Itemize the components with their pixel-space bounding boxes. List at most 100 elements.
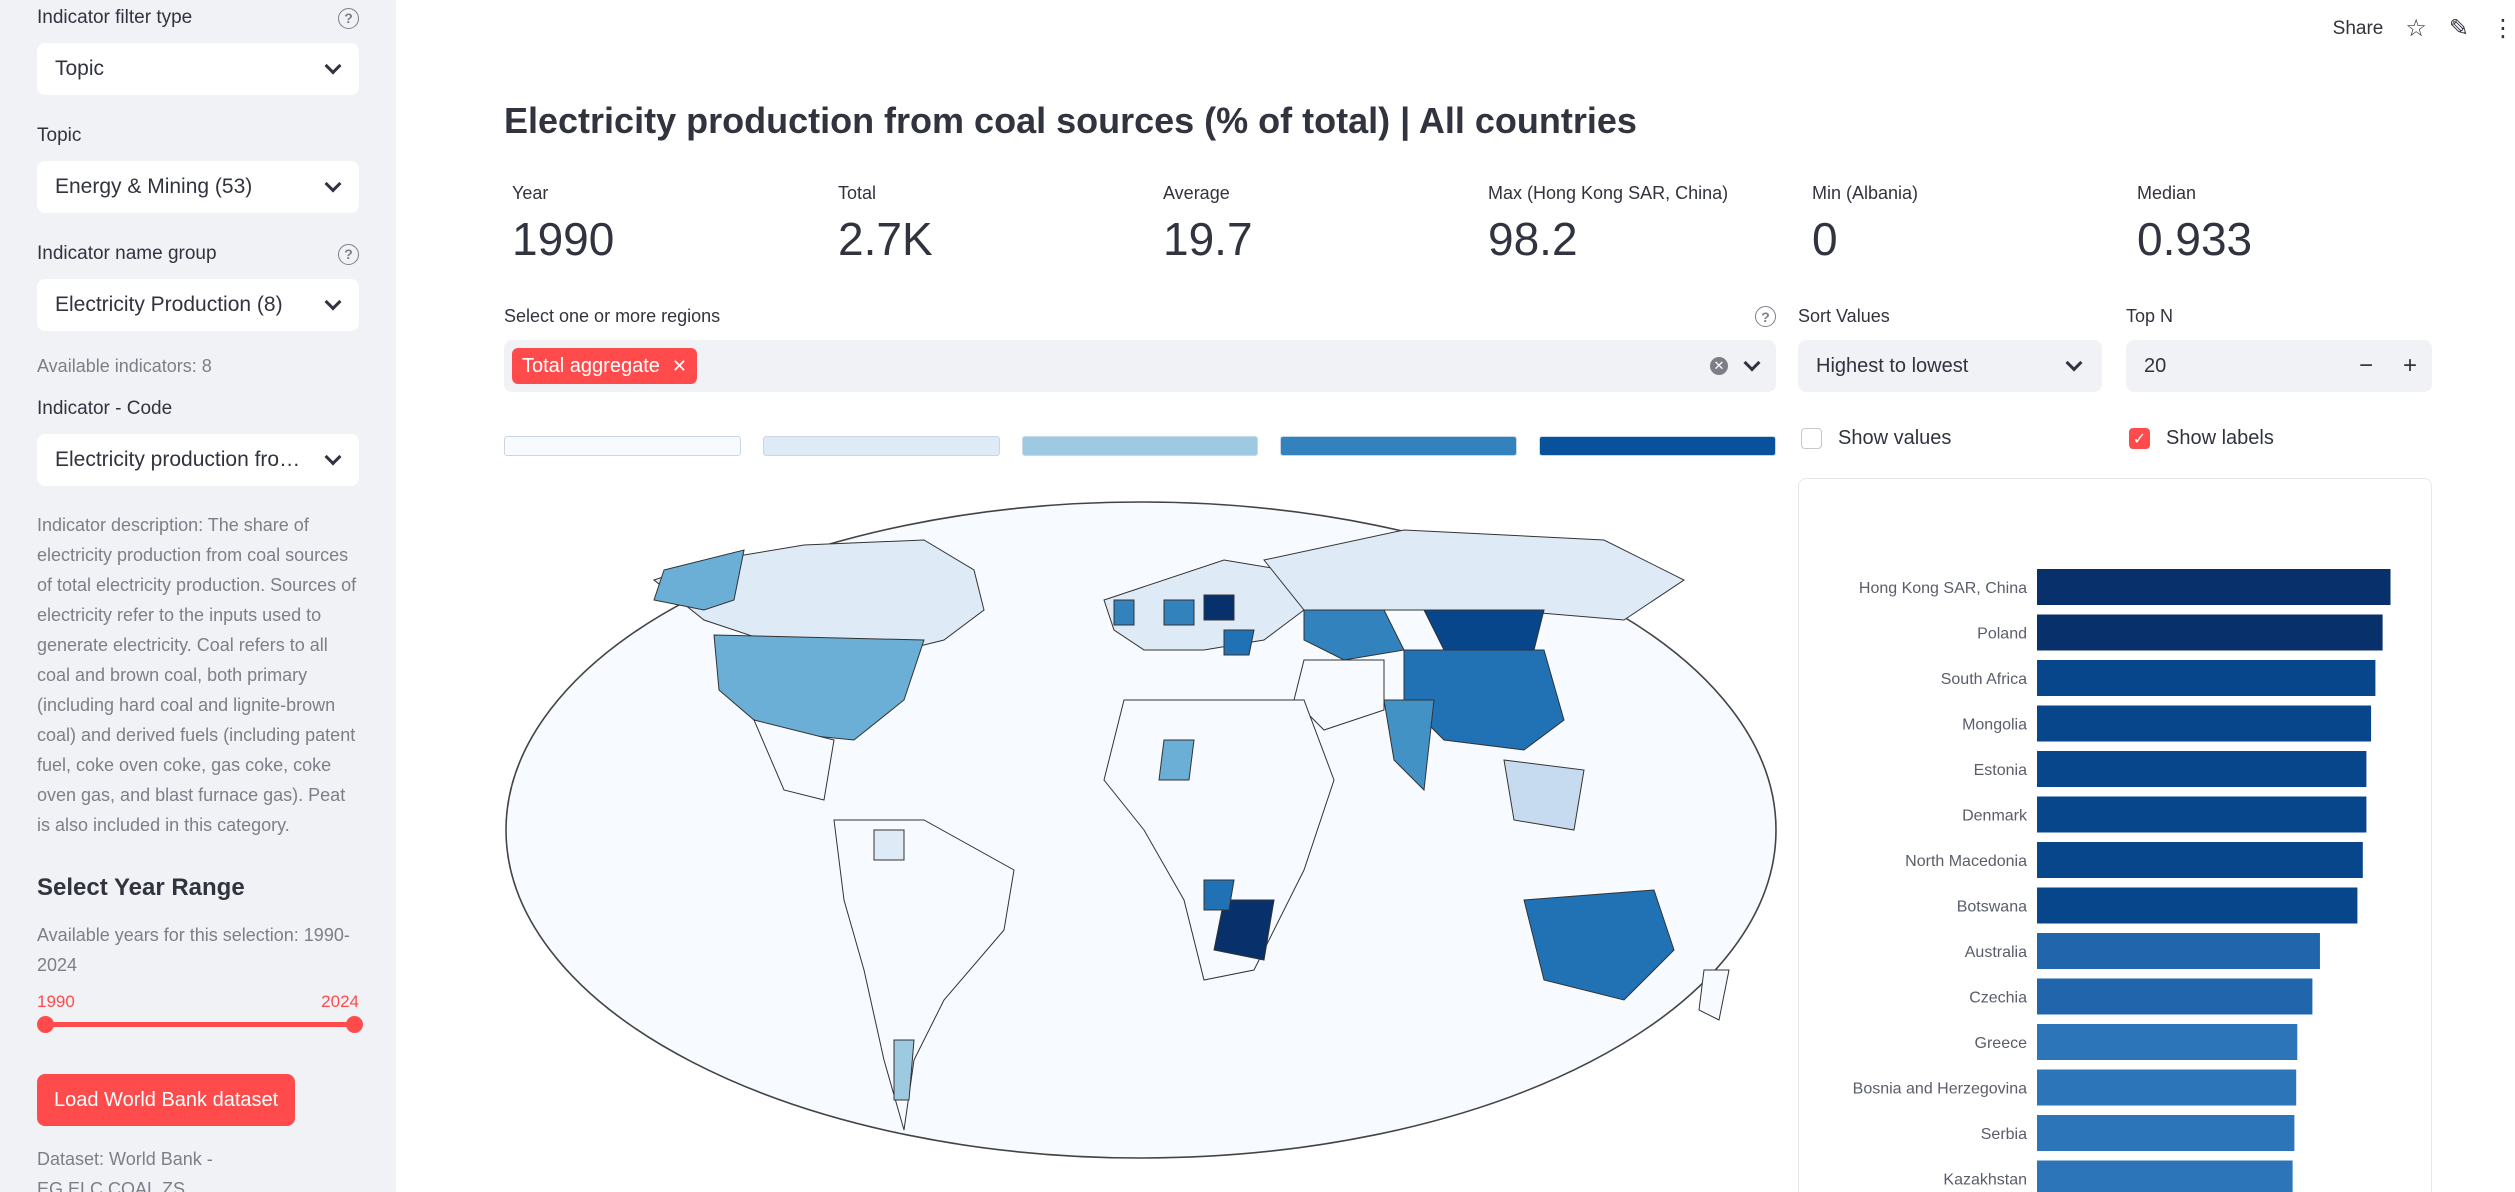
year-range-slider[interactable] [37, 1016, 363, 1033]
region-chip[interactable]: Total aggregate ✕ [512, 348, 697, 384]
bar-label: Serbia [1981, 1126, 2027, 1143]
name-group-value: Electricity Production (8) [55, 293, 283, 316]
country-india[interactable] [1383, 699, 1435, 792]
help-icon[interactable]: ? [1755, 306, 1776, 327]
choropleth-map[interactable] [504, 500, 1779, 1166]
metric-label: Average [1163, 183, 1230, 203]
bar[interactable] [2037, 705, 2372, 742]
country-new-zealand[interactable] [1698, 969, 1730, 1021]
bar[interactable] [2037, 842, 2363, 878]
legend-swatch [1280, 436, 1518, 456]
bar-label: Czechia [1969, 990, 2027, 1007]
chevron-down-icon[interactable] [1743, 354, 1761, 372]
bar[interactable] [2037, 1160, 2293, 1192]
metric-label: Min (Albania) [1812, 183, 1919, 203]
chevron-down-icon [2065, 354, 2083, 372]
star-icon[interactable]: ☆ [2405, 15, 2427, 42]
bar[interactable] [2037, 933, 2320, 969]
edit-icon[interactable]: ✎ [2448, 15, 2469, 42]
country-kazakhstan[interactable] [1303, 609, 1405, 661]
name-group-label-row: Indicator name group ? [37, 243, 359, 265]
bar[interactable] [2037, 660, 2376, 696]
country-botswana[interactable] [1203, 879, 1235, 911]
country-uk[interactable] [1113, 599, 1135, 626]
country-niger[interactable] [1158, 739, 1195, 781]
minus-icon[interactable]: − [2358, 352, 2373, 379]
region-southeast-asia[interactable] [1503, 759, 1585, 831]
sidebar: Indicator filter type ? Topic Topic Ener… [0, 0, 396, 1192]
bar-label: Kazakhstan [1943, 1172, 2027, 1189]
bar-label: North Macedonia [1905, 853, 2027, 870]
bar-label: South Africa [1941, 671, 2027, 688]
bar[interactable] [2037, 1115, 2295, 1151]
country-poland[interactable] [1203, 594, 1235, 621]
region-middle-east[interactable] [1293, 659, 1385, 731]
sort-select[interactable]: Highest to lowest [1798, 340, 2102, 392]
chevron-down-icon [324, 57, 342, 75]
country-usa[interactable] [713, 634, 925, 741]
metric-value: 1990 [512, 213, 615, 265]
country-australia[interactable] [1523, 889, 1675, 1001]
metric-label: Year [512, 183, 549, 203]
metric-label: Max (Hong Kong SAR, China) [1488, 183, 1729, 203]
topn-value[interactable]: 20 [2144, 354, 2167, 377]
country-mongolia[interactable] [1423, 609, 1545, 651]
show-values-label: Show values [1838, 427, 1952, 449]
chevron-down-icon [324, 448, 342, 466]
plus-icon[interactable]: + [2402, 352, 2417, 379]
load-dataset-button[interactable]: Load World Bank dataset [37, 1074, 296, 1126]
metric-median: Median 0.933 [2137, 183, 2252, 266]
clear-icon[interactable]: ✕ [1710, 357, 1728, 375]
country-alaska[interactable] [653, 549, 745, 611]
show-values-checkbox[interactable]: Show values [1801, 427, 1951, 450]
topic-select[interactable]: Energy & Mining (53) [37, 161, 359, 213]
bar-label: Mongolia [1962, 717, 2027, 734]
regions-label-row: Select one or more regions ? [504, 306, 1776, 327]
filter-type-select[interactable]: Topic [37, 43, 359, 95]
help-icon[interactable]: ? [338, 7, 359, 29]
country-balkans[interactable] [1223, 629, 1255, 656]
regions-multiselect[interactable]: Total aggregate ✕ ✕ [504, 340, 1776, 392]
help-icon[interactable]: ? [338, 243, 359, 265]
country-colombia[interactable] [873, 829, 905, 861]
bar-label: Bosnia and Herzegovina [1853, 1081, 2027, 1098]
country-chile[interactable] [893, 1039, 915, 1101]
bar-chart-card: Hong Kong SAR, China Poland South Africa Mo… [1798, 478, 2432, 1192]
bar[interactable] [2037, 1069, 2297, 1106]
main-content: Electricity production from coal sources… [504, 0, 2515, 1192]
checkbox-unchecked[interactable] [1801, 428, 1822, 449]
world-map[interactable] [504, 500, 1779, 1166]
indicator-code-select[interactable]: Electricity production fro… [37, 434, 359, 486]
available-indicators: Available indicators: 8 [37, 356, 212, 376]
bar[interactable] [2037, 796, 2367, 833]
chevron-down-icon [324, 175, 342, 193]
bar-chart[interactable]: Hong Kong SAR, China Poland South Africa Mo… [1799, 479, 2432, 1192]
country-south-africa[interactable] [1213, 899, 1275, 961]
bar[interactable] [2037, 978, 2313, 1015]
share-button[interactable]: Share [2332, 17, 2384, 39]
bar[interactable] [2037, 751, 2367, 787]
indicator-code-value: Electricity production fro… [55, 448, 301, 471]
checkmark-icon[interactable]: ✓ [2129, 428, 2150, 449]
show-labels-checkbox[interactable]: ✓ Show labels [2129, 427, 2274, 450]
topn-input[interactable]: 20 − + [2126, 340, 2432, 392]
continent-south-america[interactable] [833, 819, 1015, 1131]
bar[interactable] [2037, 1024, 2298, 1060]
slider-max-handle[interactable] [346, 1016, 363, 1033]
bar[interactable] [2037, 887, 2358, 924]
indicator-description: Indicator description: The share of elec… [37, 515, 357, 835]
more-menu-icon[interactable]: ⋮ [2491, 15, 2515, 42]
show-labels-label: Show labels [2166, 427, 2274, 449]
name-group-select[interactable]: Electricity Production (8) [37, 279, 359, 331]
chip-remove-icon[interactable]: ✕ [671, 355, 687, 376]
regions-label: Select one or more regions [504, 306, 721, 326]
country-mexico[interactable] [753, 719, 835, 801]
topic-value: Energy & Mining (53) [55, 175, 253, 198]
bar-label: Denmark [1962, 808, 2028, 825]
bar[interactable] [2037, 614, 2383, 651]
bar[interactable] [2037, 569, 2391, 605]
metric-average: Average 19.7 [1163, 183, 1253, 266]
metric-min: Min (Albania) 0 [1812, 183, 1918, 266]
slider-min-handle[interactable] [37, 1016, 54, 1033]
country-germany[interactable] [1163, 599, 1195, 626]
